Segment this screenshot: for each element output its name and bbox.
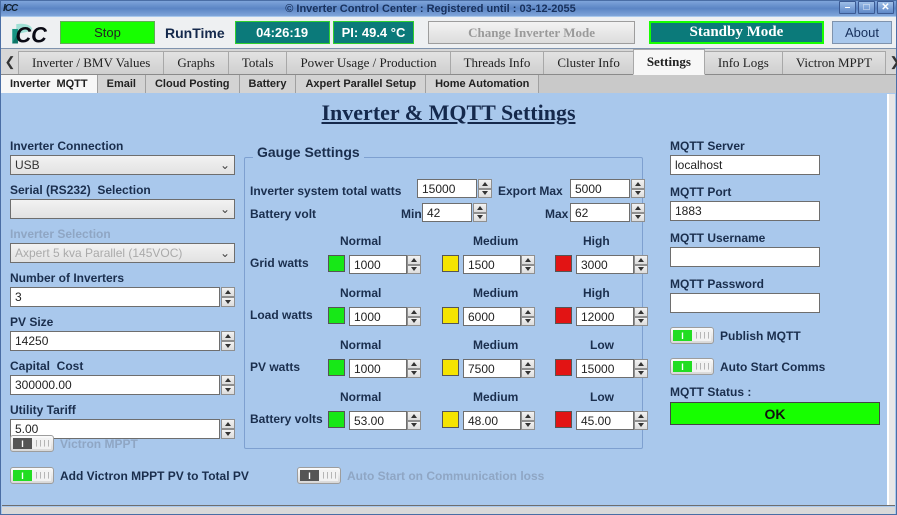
svg-text:CC: CC — [15, 22, 47, 47]
